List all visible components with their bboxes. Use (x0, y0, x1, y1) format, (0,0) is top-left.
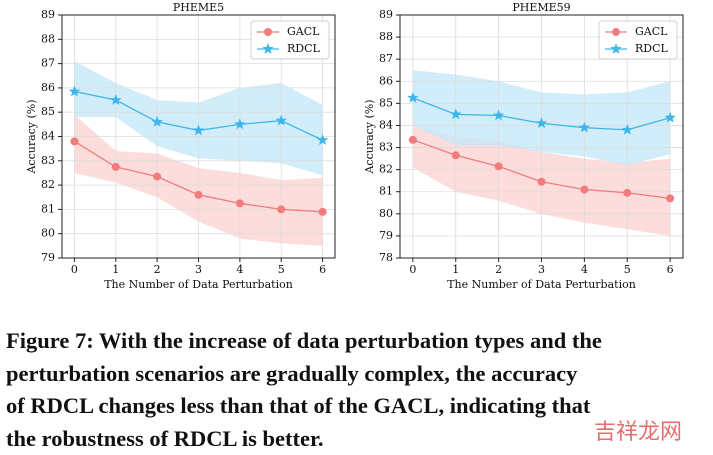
point (236, 199, 244, 207)
x-tick-label: 2 (154, 263, 161, 276)
point (153, 173, 161, 181)
watermark: 吉祥龙网 (594, 414, 682, 446)
point (538, 178, 546, 186)
y-tick-label: 87 (41, 57, 55, 70)
point (277, 205, 285, 213)
x-axis-label: The Number of Data Perturbation (447, 278, 636, 291)
y-tick-label: 85 (379, 96, 393, 109)
y-tick-label: 89 (379, 8, 393, 21)
y-tick-label: 85 (41, 105, 55, 118)
x-tick-label: 3 (195, 263, 202, 276)
y-tick-label: 83 (41, 154, 55, 167)
point (195, 191, 203, 199)
x-tick-label: 4 (581, 263, 588, 276)
caption-line: perturbation scenarios are gradually com… (6, 358, 711, 391)
x-tick-label: 5 (278, 263, 285, 276)
y-tick-label: 78 (379, 251, 393, 264)
y-tick-label: 88 (41, 32, 55, 45)
y-tick-label: 80 (379, 207, 393, 220)
y-tick-label: 86 (379, 74, 393, 87)
legend-label: RDCL (287, 42, 321, 55)
x-tick-label: 0 (71, 263, 78, 276)
point (452, 151, 460, 159)
y-tick-label: 88 (379, 30, 393, 43)
point (495, 162, 503, 170)
x-tick-label: 4 (236, 263, 243, 276)
x-tick-label: 2 (495, 263, 502, 276)
y-tick-label: 86 (41, 81, 55, 94)
legend-label: RDCL (635, 42, 669, 55)
chart-title: PHEME59 (512, 1, 570, 14)
y-tick-label: 89 (41, 8, 55, 21)
y-tick-label: 87 (379, 52, 393, 65)
y-tick-label: 81 (41, 202, 55, 215)
x-tick-label: 3 (538, 263, 545, 276)
y-tick-label: 79 (379, 229, 393, 242)
point (666, 194, 674, 202)
charts: 79 80 81 82 83 84 85 86 87 88 89 0 1 2 3 4 5 6 PHEME5 The N… (0, 0, 713, 300)
caption-line: Figure 7: With the increase of data pert… (6, 325, 711, 358)
legend-label: GACL (635, 25, 668, 38)
x-tick-label: 6 (667, 263, 674, 276)
x-tick-label: 0 (409, 263, 416, 276)
x-tick-label: 1 (452, 263, 459, 276)
x-tick-label: 5 (624, 263, 631, 276)
legend-label: GACL (287, 25, 320, 38)
legend-marker (264, 28, 272, 36)
point (409, 136, 417, 144)
y-tick-label: 82 (379, 163, 393, 176)
chart-title: PHEME5 (173, 1, 224, 14)
point (70, 137, 78, 145)
y-tick-label: 79 (41, 251, 55, 264)
y-tick-label: 80 (41, 227, 55, 240)
y-tick-label: 83 (379, 141, 393, 154)
point (319, 208, 327, 216)
x-tick-label: 6 (319, 263, 326, 276)
y-tick-label: 84 (379, 118, 393, 131)
x-axis-label: The Number of Data Perturbation (104, 278, 293, 291)
y-tick-label: 81 (379, 185, 393, 198)
y-tick-label: 82 (41, 178, 55, 191)
y-axis-label: Accuracy (%) (363, 99, 376, 174)
y-tick-label: 84 (41, 130, 55, 143)
point (580, 186, 588, 194)
x-tick-label: 1 (112, 263, 119, 276)
legend-marker (612, 28, 620, 36)
y-axis-label: Accuracy (%) (25, 99, 38, 174)
point (112, 163, 120, 171)
point (623, 189, 631, 197)
